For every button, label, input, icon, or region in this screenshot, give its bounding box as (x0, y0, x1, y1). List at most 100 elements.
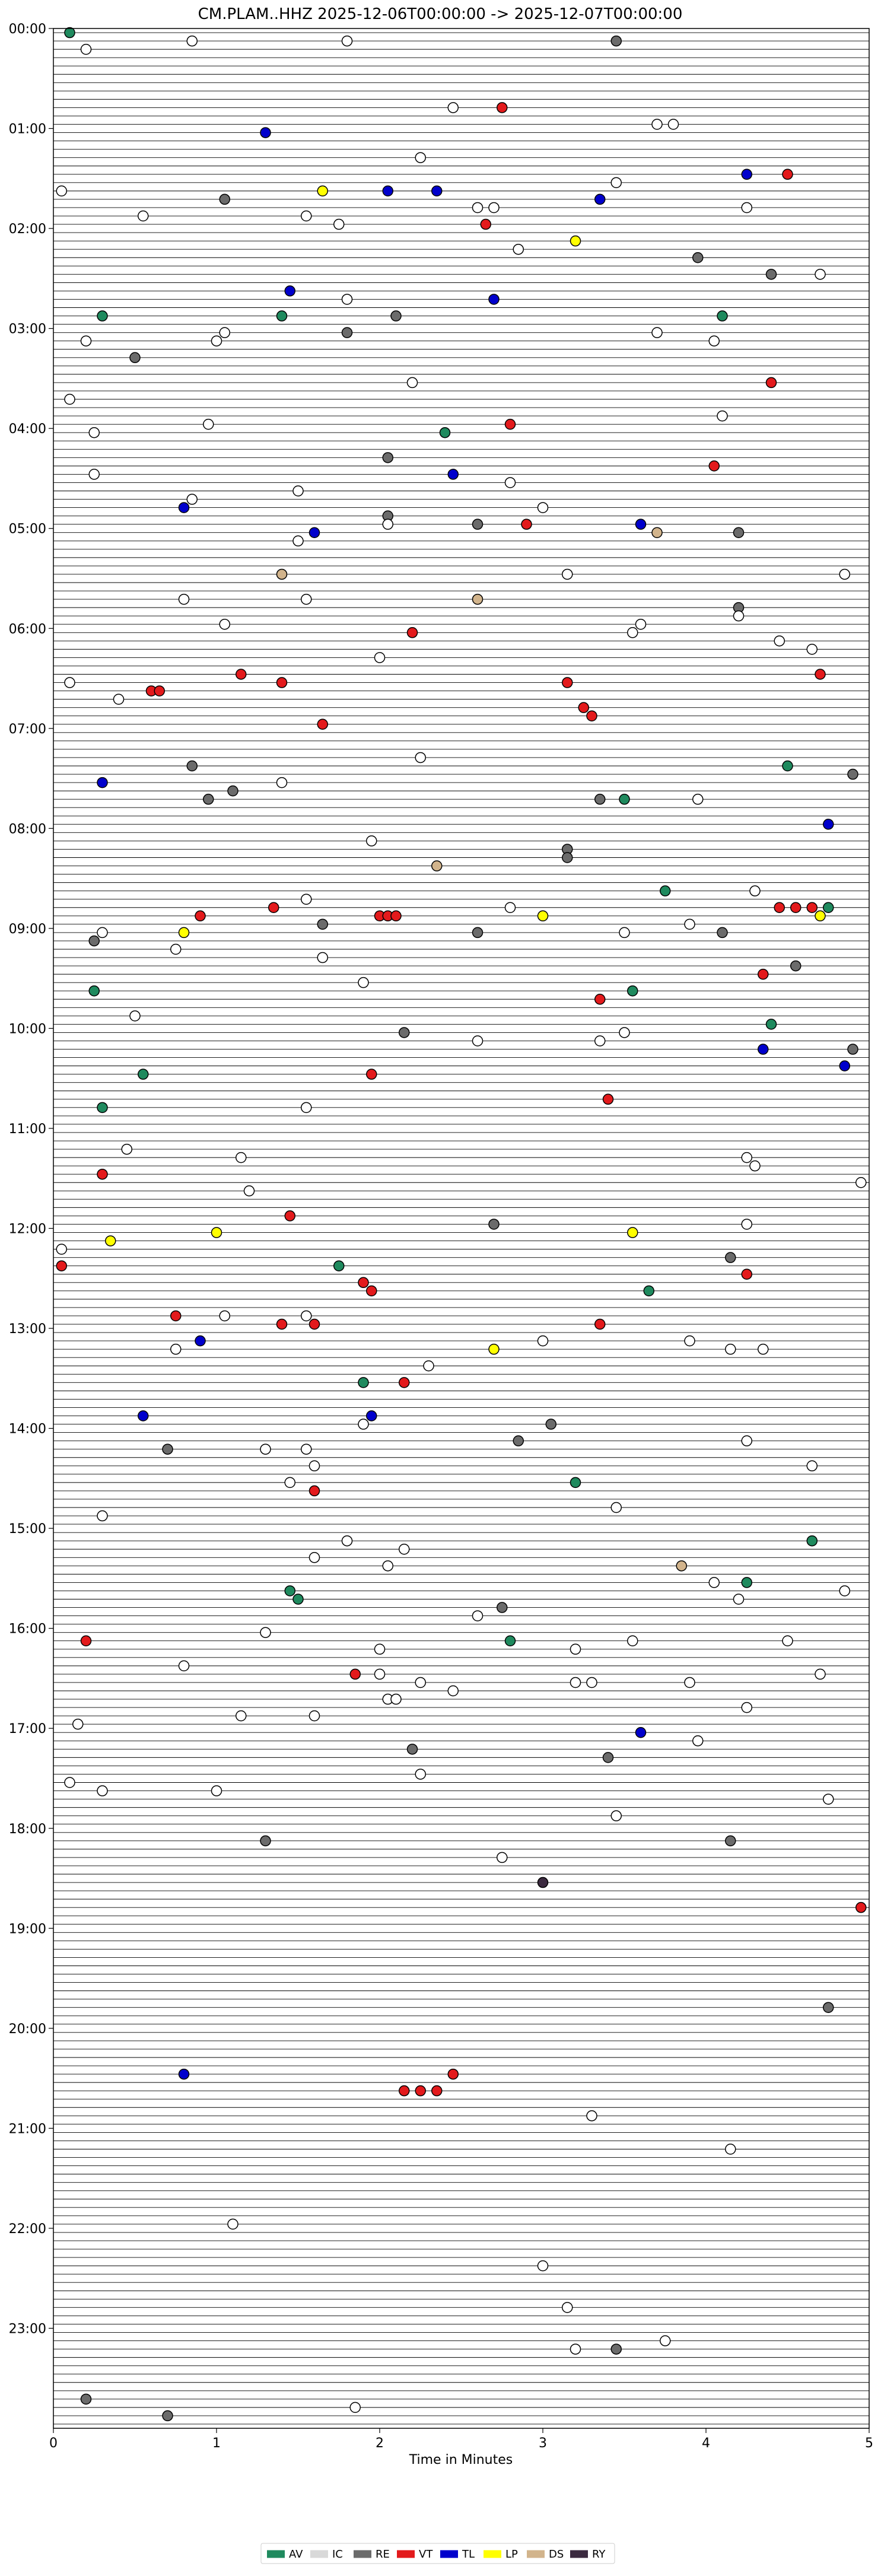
event-marker-lp (178, 927, 190, 939)
event-marker-ic (472, 1035, 484, 1047)
event-marker-ic (610, 177, 622, 189)
event-marker-re (317, 918, 328, 930)
event-marker-vt (80, 1635, 92, 1646)
event-marker-av (782, 760, 793, 772)
event-marker-ic (749, 1160, 761, 1172)
event-marker-re (725, 1835, 736, 1847)
event-marker-re (129, 352, 141, 364)
event-marker-re (610, 2343, 622, 2355)
event-marker-av (806, 1535, 818, 1547)
event-marker-ic (243, 1185, 255, 1197)
event-marker-ic (708, 335, 720, 346)
legend-swatch-re (354, 2550, 371, 2558)
event-marker-vt (741, 1268, 752, 1280)
y-tick-label: 15:00 (9, 1522, 46, 1537)
event-marker-re (847, 1044, 858, 1055)
event-marker-ic (684, 1677, 695, 1688)
event-marker-ic (423, 1360, 434, 1372)
event-marker-ic (610, 1502, 622, 1513)
event-marker-ic (667, 119, 679, 130)
event-marker-ic (741, 1219, 752, 1230)
event-marker-re (341, 327, 353, 338)
event-marker-vt (236, 669, 247, 680)
event-marker-ic (717, 410, 728, 422)
event-marker-ic (741, 202, 752, 214)
event-marker-ic (725, 2144, 736, 2155)
event-marker-ic (64, 1777, 75, 1788)
event-marker-ic (88, 469, 100, 480)
event-marker-vt (406, 627, 418, 638)
event-marker-lp (105, 1235, 116, 1246)
event-marker-vt (349, 1668, 361, 1680)
y-tick-label: 07:00 (9, 722, 46, 737)
y-tick-label: 23:00 (9, 2321, 46, 2336)
event-marker-tl (635, 519, 647, 530)
event-marker-ds (472, 593, 484, 605)
y-tick-label: 00:00 (9, 22, 46, 37)
event-marker-ic (692, 1735, 704, 1747)
event-marker-ic (447, 1685, 459, 1697)
event-marker-av (333, 1260, 345, 1271)
event-marker-ic (823, 1793, 834, 1805)
event-marker-ic (97, 1785, 108, 1796)
event-marker-ic (178, 593, 190, 605)
event-marker-ic (374, 652, 386, 663)
event-marker-vt (480, 218, 491, 230)
legend-label-lp: LP (505, 2548, 518, 2561)
legend-label-ic: IC (332, 2548, 343, 2561)
y-tick-label: 03:00 (9, 322, 46, 337)
event-marker-ic (562, 568, 573, 580)
event-marker-ic (504, 477, 516, 488)
event-marker-re (390, 310, 402, 322)
event-marker-vt (154, 685, 165, 697)
event-marker-vt (317, 718, 328, 730)
event-marker-ic (594, 1035, 606, 1047)
event-marker-re (472, 519, 484, 530)
event-marker-re (594, 793, 606, 805)
event-marker-vt (195, 910, 206, 922)
event-marker-tl (488, 294, 500, 305)
event-marker-vt (399, 1377, 410, 1388)
event-marker-av (97, 1102, 108, 1114)
event-marker-ic (815, 269, 826, 280)
legend-label-tl: TL (462, 2548, 475, 2561)
y-tick-label: 06:00 (9, 622, 46, 637)
event-marker-re (725, 1252, 736, 1263)
event-marker-ic (708, 1577, 720, 1588)
event-marker-re (162, 1443, 173, 1455)
event-marker-ic (56, 1244, 67, 1255)
event-marker-vt (578, 702, 589, 713)
event-marker-ic (586, 2110, 597, 2122)
event-marker-ic (839, 568, 850, 580)
event-marker-ic (260, 1443, 271, 1455)
event-marker-vt (97, 1168, 108, 1180)
event-marker-vt (562, 677, 573, 688)
y-tick-label: 01:00 (9, 122, 46, 137)
event-marker-vt (308, 1485, 320, 1497)
event-marker-ic (684, 1335, 695, 1347)
event-marker-lp (537, 910, 549, 922)
legend: AV IC RE VT TL LP DS RY (260, 2543, 615, 2564)
event-marker-tl (594, 193, 606, 205)
event-marker-av (823, 902, 834, 914)
event-marker-re (823, 2002, 834, 2013)
legend-swatch-lp (484, 2550, 501, 2558)
legend-label-ds: DS (549, 2548, 564, 2561)
event-marker-tl (758, 1044, 769, 1055)
event-marker-vt (758, 968, 769, 980)
event-marker-ic (570, 1643, 581, 1655)
event-marker-lp (570, 235, 581, 247)
event-marker-re (602, 1752, 614, 1763)
event-marker-ic (56, 185, 67, 197)
event-marker-vt (358, 1277, 369, 1289)
y-tick-label: 09:00 (9, 922, 46, 937)
event-marker-ic (260, 1627, 271, 1638)
event-marker-vt (170, 1310, 182, 1322)
event-marker-av (504, 1635, 516, 1646)
event-marker-tl (284, 285, 295, 297)
event-marker-ic (72, 1718, 84, 1730)
event-marker-ic (447, 102, 459, 113)
x-tick-label: 1 (212, 2436, 221, 2451)
event-marker-ic (610, 1810, 622, 1821)
y-tick-label: 11:00 (9, 1122, 46, 1137)
